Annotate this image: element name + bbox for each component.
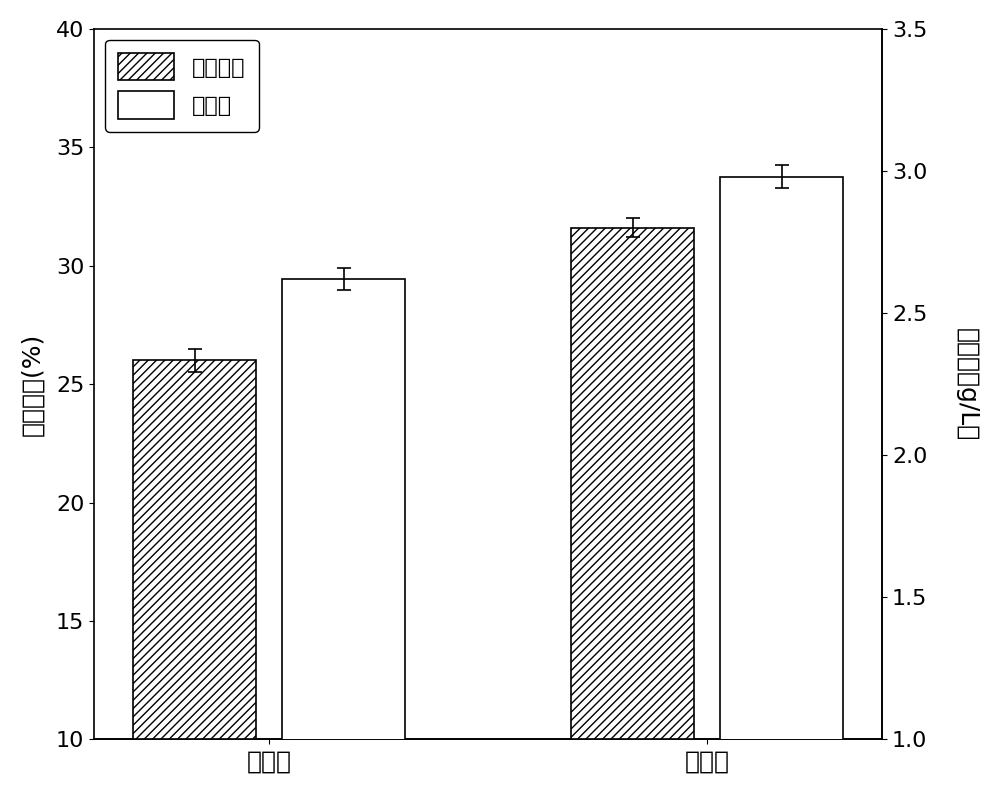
- Bar: [133, 360, 256, 794]
- Y-axis label: 生物量（g/L）: 生物量（g/L）: [955, 327, 979, 441]
- Y-axis label: 油脂含量(%): 油脂含量(%): [21, 333, 45, 436]
- Bar: [720, 176, 843, 794]
- Legend: 油脂含量, 生物量: 油脂含量, 生物量: [105, 40, 259, 132]
- Bar: [571, 228, 694, 794]
- Bar: [282, 279, 405, 794]
